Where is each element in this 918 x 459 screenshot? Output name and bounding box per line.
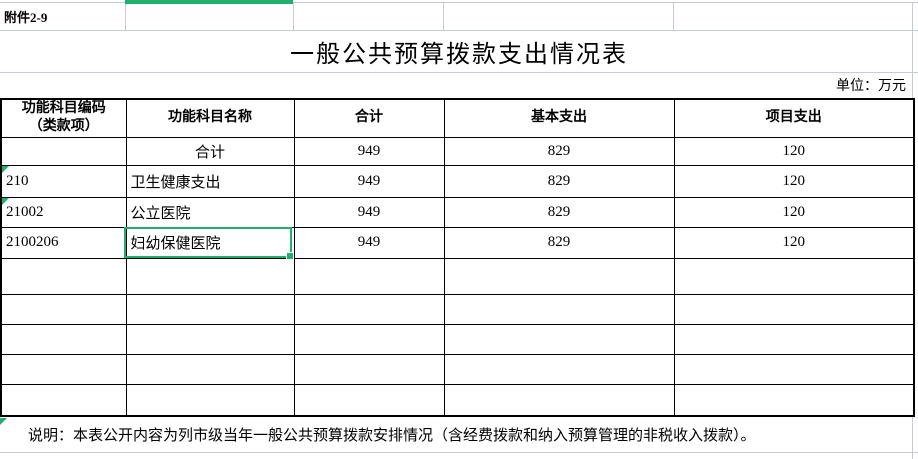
empty-cell[interactable] xyxy=(0,383,127,417)
empty-cell[interactable] xyxy=(673,383,915,417)
gridline xyxy=(912,2,913,100)
header-project-cell[interactable]: 项目支出 xyxy=(673,98,915,138)
empty-cell[interactable] xyxy=(0,323,127,355)
empty-cell[interactable] xyxy=(293,383,445,417)
header-row: 功能科目编码 （类款项） 功能科目名称 合计 基本支出 项目支出 xyxy=(0,98,915,138)
empty-cell[interactable] xyxy=(443,293,675,325)
empty-cell[interactable] xyxy=(443,257,675,295)
error-indicator-icon xyxy=(0,418,7,425)
cell-name-selected[interactable]: 妇幼保健医院 xyxy=(125,226,295,259)
cell-name[interactable]: 合计 xyxy=(125,136,295,166)
empty-row xyxy=(0,353,915,385)
gridline xyxy=(673,2,674,30)
cell-project[interactable]: 120 xyxy=(673,196,915,228)
gridline xyxy=(125,2,126,30)
header-code-cell[interactable]: 功能科目编码 （类款项） xyxy=(0,98,127,138)
cell-total[interactable]: 949 xyxy=(293,196,445,228)
empty-row xyxy=(0,293,915,325)
table-row-210: 210 卫生健康支出 949 829 120 xyxy=(0,164,915,198)
empty-row xyxy=(0,257,915,295)
empty-cell[interactable] xyxy=(0,293,127,325)
empty-cell[interactable] xyxy=(443,323,675,355)
gridline xyxy=(0,72,918,73)
cell-name[interactable]: 公立医院 xyxy=(125,196,295,228)
gridline xyxy=(912,417,913,459)
error-indicator-icon xyxy=(2,198,9,205)
empty-cell[interactable] xyxy=(293,293,445,325)
cell-selection-border xyxy=(124,227,294,260)
empty-cell[interactable] xyxy=(443,383,675,417)
table-row-total: 合计 949 829 120 xyxy=(0,136,915,166)
empty-cell[interactable] xyxy=(293,353,445,385)
unit-label-cell[interactable]: 单位：万元 xyxy=(836,79,906,94)
cell-basic[interactable]: 829 xyxy=(443,136,675,166)
cell-total[interactable]: 949 xyxy=(293,226,445,259)
cell-basic[interactable]: 829 xyxy=(443,226,675,259)
empty-cell[interactable] xyxy=(125,293,295,325)
gridline xyxy=(0,2,918,3)
cell-total[interactable]: 949 xyxy=(293,136,445,166)
cell-project[interactable]: 120 xyxy=(673,226,915,259)
fill-handle[interactable] xyxy=(286,252,294,260)
header-basic-cell[interactable]: 基本支出 xyxy=(443,98,675,138)
table-row-21002: 21002 公立医院 949 829 120 xyxy=(0,196,915,228)
cell-code-text: 210 xyxy=(6,172,29,189)
budget-table: 功能科目编码 （类款项） 功能科目名称 合计 基本支出 项目支出 合计 949 … xyxy=(0,98,915,417)
cell-total[interactable]: 949 xyxy=(293,164,445,198)
gridline xyxy=(293,2,294,30)
header-code-line2: （类款项） xyxy=(28,119,99,135)
cell-basic[interactable]: 829 xyxy=(443,196,675,228)
header-total-cell[interactable]: 合计 xyxy=(293,98,445,138)
empty-cell[interactable] xyxy=(0,353,127,385)
empty-cell[interactable] xyxy=(0,257,127,295)
empty-cell[interactable] xyxy=(293,257,445,295)
cell-project[interactable]: 120 xyxy=(673,136,915,166)
empty-row xyxy=(0,383,915,417)
empty-cell[interactable] xyxy=(673,353,915,385)
empty-cell[interactable] xyxy=(673,293,915,325)
empty-cell[interactable] xyxy=(443,353,675,385)
cell-project[interactable]: 120 xyxy=(673,164,915,198)
empty-cell[interactable] xyxy=(673,323,915,355)
header-code-line1: 功能科目编码 xyxy=(21,101,106,117)
table-title-cell[interactable]: 一般公共预算拨款支出情况表 xyxy=(290,41,628,68)
cell-name[interactable]: 卫生健康支出 xyxy=(125,164,295,198)
empty-cell[interactable] xyxy=(293,323,445,355)
cell-code[interactable] xyxy=(0,136,127,166)
header-name-cell[interactable]: 功能科目名称 xyxy=(125,98,295,138)
attachment-label-cell[interactable]: 附件2-9 xyxy=(4,10,48,25)
selected-column-indicator xyxy=(125,0,293,4)
empty-row xyxy=(0,323,915,355)
empty-cell[interactable] xyxy=(125,353,295,385)
empty-cell[interactable] xyxy=(125,323,295,355)
gridline xyxy=(443,2,444,30)
cell-code[interactable]: 21002 xyxy=(0,196,127,228)
empty-cell[interactable] xyxy=(125,383,295,417)
error-indicator-icon xyxy=(2,166,9,173)
gridline xyxy=(0,30,918,31)
note-cell[interactable]: 说明：本表公开内容为列市级当年一般公共预算拨款安排情况（含经费拨款和纳入预算管理… xyxy=(28,428,756,444)
empty-cell[interactable] xyxy=(125,257,295,295)
cell-code[interactable]: 210 xyxy=(0,164,127,198)
cell-code[interactable]: 2100206 xyxy=(0,226,127,259)
cell-code-text: 21002 xyxy=(6,203,44,220)
empty-cell[interactable] xyxy=(673,257,915,295)
gridline xyxy=(0,452,918,453)
cell-basic[interactable]: 829 xyxy=(443,164,675,198)
